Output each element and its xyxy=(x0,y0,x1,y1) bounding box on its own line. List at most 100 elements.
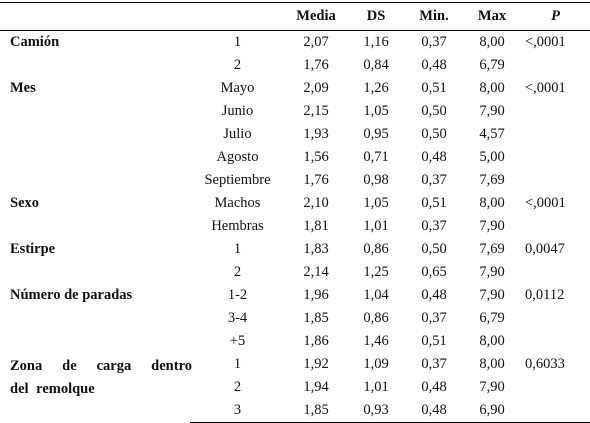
cell-max: 8,00 xyxy=(479,333,505,349)
group-label-empty xyxy=(0,123,190,146)
cell-level: Julio xyxy=(223,126,252,142)
cell-media: 2,10 xyxy=(303,195,329,211)
table-row: Hembras 1,81 1,01 0,37 7,90 xyxy=(0,215,590,238)
cell-p xyxy=(521,307,590,330)
group-label: Número de paradas xyxy=(10,287,133,303)
cell-ds: 1,05 xyxy=(363,103,389,119)
group-label-line: del remolque xyxy=(10,381,95,397)
cell-level: +5 xyxy=(229,333,246,349)
cell-ds: 0,95 xyxy=(363,126,389,142)
cell-ds: 1,01 xyxy=(363,218,389,234)
cell-p: 0,0112 xyxy=(525,287,565,303)
cell-min: 0,37 xyxy=(421,356,447,372)
cell-min: 0,51 xyxy=(421,80,447,96)
table-row: Zona de carga dentro del remolque 1 1,92 1,0… xyxy=(0,353,590,397)
cell-level: 2 xyxy=(233,379,242,395)
cell-max: 7,69 xyxy=(479,172,505,188)
cell-ds: 0,93 xyxy=(347,399,405,423)
header-min: Min. xyxy=(405,2,463,31)
cell-max: 7,90 xyxy=(479,287,505,303)
header-ds: DS xyxy=(347,2,405,31)
cell-max: 6,79 xyxy=(479,57,505,73)
cell-level: Machos xyxy=(214,195,261,211)
cell-min: 0,48 xyxy=(405,399,463,423)
cell-min: 0,37 xyxy=(421,172,447,188)
table-row: 3-4 1,85 0,86 0,37 6,79 xyxy=(0,307,590,330)
cell-media: 1,76 xyxy=(303,57,329,73)
cell-ds: 0,86 xyxy=(363,310,389,326)
group-label-empty xyxy=(0,330,190,353)
group-label-empty xyxy=(0,215,190,238)
cell-min: 0,51 xyxy=(421,195,447,211)
cell-max: 7,69 xyxy=(479,241,505,257)
cell-ds: 1,05 xyxy=(363,195,389,211)
cell-p xyxy=(521,123,590,146)
cell-level: Agosto xyxy=(216,149,259,165)
cell-ds: 1,25 xyxy=(363,264,389,280)
cell-min: 0,65 xyxy=(421,264,447,280)
cell-level: 1 xyxy=(233,356,242,372)
cell-max: 8,00 xyxy=(479,34,505,50)
cell-media: 1,94 xyxy=(303,379,329,395)
table-row: 2 1,94 1,01 0,48 7,90 xyxy=(0,376,590,399)
cell-min: 0,48 xyxy=(421,57,447,73)
cell-max: 6,79 xyxy=(479,310,505,326)
cell-p: <,0001 xyxy=(525,34,566,50)
header-variable xyxy=(0,2,190,31)
cell-p xyxy=(521,399,590,423)
cell-p: <,0001 xyxy=(525,80,566,96)
cell-media: 1,96 xyxy=(303,287,329,303)
cell-min: 0,50 xyxy=(421,103,447,119)
cell-p xyxy=(521,54,590,77)
cell-p xyxy=(521,146,590,169)
cell-level: 1-2 xyxy=(227,287,248,303)
cell-ds: 1,26 xyxy=(363,80,389,96)
group-label-line: Zona de carga dentro xyxy=(10,358,192,374)
cell-max: 5,00 xyxy=(479,149,505,165)
table-row: Junio 2,15 1,05 0,50 7,90 xyxy=(0,100,590,123)
cell-max: 7,90 xyxy=(479,379,505,395)
header-media: Media xyxy=(285,2,347,31)
cell-media: 2,14 xyxy=(303,264,329,280)
cell-media: 2,15 xyxy=(303,103,329,119)
cell-media: 1,85 xyxy=(285,399,347,423)
table-row: Agosto 1,56 0,71 0,48 5,00 xyxy=(0,146,590,169)
cell-max: 8,00 xyxy=(479,195,505,211)
cell-ds: 1,01 xyxy=(363,379,389,395)
cell-level: 1 xyxy=(233,34,242,50)
cell-level: 2 xyxy=(233,264,242,280)
table-header: Media DS Min. Max P xyxy=(0,2,590,31)
table-row: 3 1,85 0,93 0,48 6,90 xyxy=(0,399,590,423)
cell-p xyxy=(521,169,590,192)
table-row: Sexo Machos 2,10 1,05 0,51 8,00 <,0001 xyxy=(0,192,590,215)
cell-media: 2,09 xyxy=(303,80,329,96)
cell-min: 0,50 xyxy=(421,126,447,142)
table-row: Mes Mayo 2,09 1,26 0,51 8,00 <,0001 xyxy=(0,77,590,100)
group-label: Zona de carga dentro del remolque xyxy=(0,353,192,423)
cell-level: Mayo xyxy=(220,80,255,96)
cell-level: 3-4 xyxy=(227,310,248,326)
header-level xyxy=(190,2,285,31)
cell-p xyxy=(521,376,590,399)
cell-min: 0,37 xyxy=(421,34,447,50)
cell-level: 1 xyxy=(233,241,242,257)
group-label: Sexo xyxy=(10,195,39,211)
cell-media: 1,86 xyxy=(303,333,329,349)
cell-ds: 0,84 xyxy=(363,57,389,73)
cell-ds: 0,71 xyxy=(363,149,389,165)
cell-max: 4,57 xyxy=(479,126,505,142)
cell-ds: 0,98 xyxy=(363,172,389,188)
cell-media: 1,85 xyxy=(303,310,329,326)
cell-p: 0,0047 xyxy=(525,241,565,257)
cell-p xyxy=(521,261,590,284)
cell-max: 8,00 xyxy=(479,80,505,96)
table-row: 2 2,14 1,25 0,65 7,90 xyxy=(0,261,590,284)
group-label-empty xyxy=(0,169,190,192)
cell-media: 1,93 xyxy=(303,126,329,142)
cell-level: Septiembre xyxy=(204,172,271,188)
cell-ds: 0,86 xyxy=(363,241,389,257)
group-label: Estirpe xyxy=(10,241,56,257)
cell-min: 0,37 xyxy=(421,310,447,326)
table-row: Estirpe 1 1,83 0,86 0,50 7,69 0,0047 xyxy=(0,238,590,261)
